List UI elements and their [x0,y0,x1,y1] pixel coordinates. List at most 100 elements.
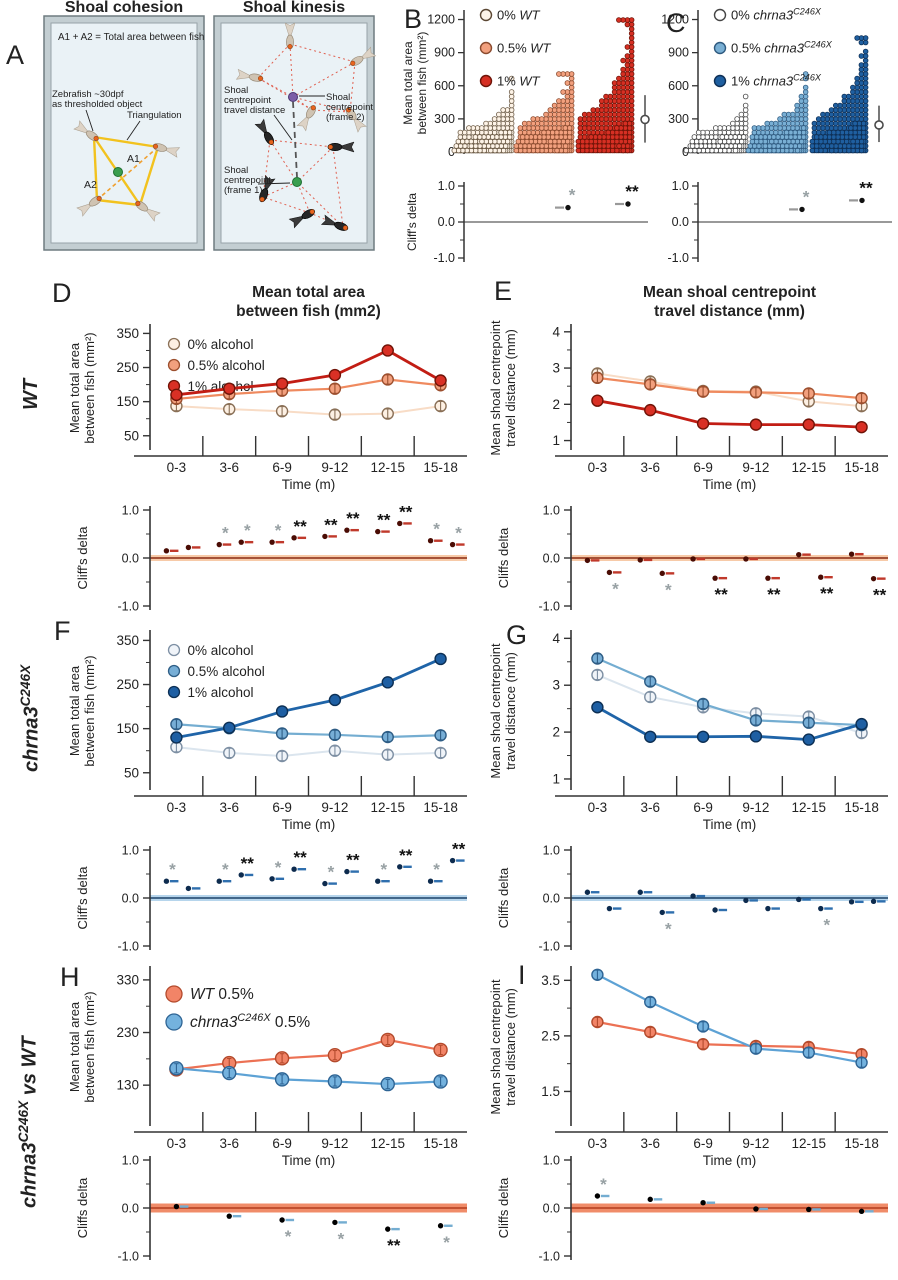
svg-text:chrna3C246X 0.5%: chrna3C246X 0.5% [190,1012,310,1031]
svg-text:Mean shoal centrepoint: Mean shoal centrepoint [488,320,503,456]
svg-text:9-12: 9-12 [321,460,348,475]
svg-text:Mean total area: Mean total area [67,1001,82,1092]
svg-text:0% WT: 0% WT [497,8,541,23]
svg-text:1% chrna3C246X: 1% chrna3C246X [731,73,822,89]
svg-text:**: ** [346,509,360,528]
svg-text:Zebrafish ~30dpf: Zebrafish ~30dpf [52,89,124,100]
panel-label-d: D [52,278,72,308]
chart-C_cliffs: 1.00.0-1.0* ** [667,178,892,265]
svg-text:9-12: 9-12 [321,1136,348,1151]
svg-text:1% WT: 1% WT [497,74,541,89]
svg-text:between fish (mm²): between fish (mm²) [82,655,97,766]
svg-text:1200: 1200 [661,13,689,27]
chart-F_main: 50 150 250 350 Mean total area between fish (… [67,630,467,832]
panel-g-cliffs-delta: 1.0 0.0 -1.0 Cliffs delta * * [476,834,896,966]
svg-text:*: * [803,187,810,206]
svg-text:*: * [222,860,229,879]
svg-text:350: 350 [116,633,139,648]
svg-text:Time (m): Time (m) [703,817,757,832]
svg-text:2: 2 [552,725,560,740]
svg-text:Mean total area: Mean total area [252,284,365,301]
panel-label-i: I [518,960,526,990]
svg-text:0.5% alcohol: 0.5% alcohol [188,358,265,373]
svg-text:3-6: 3-6 [219,800,239,815]
svg-text:12-15: 12-15 [370,460,405,475]
svg-text:600: 600 [668,79,689,93]
svg-text:Shoal kinesis: Shoal kinesis [243,0,345,16]
svg-text:Shoal cohesion: Shoal cohesion [65,0,183,16]
svg-text:3.5: 3.5 [541,973,560,988]
svg-text:*: * [380,860,387,879]
svg-text:0-3: 0-3 [588,800,608,815]
svg-text:6-9: 6-9 [693,800,713,815]
svg-text:1.5: 1.5 [541,1084,560,1099]
svg-text:15-18: 15-18 [423,1136,458,1151]
svg-text:Mean shoal centrepoint: Mean shoal centrepoint [488,643,503,779]
svg-text:Cliff's delta: Cliff's delta [405,193,419,251]
svg-text:0% alcohol: 0% alcohol [188,643,254,658]
svg-text:Time (m): Time (m) [282,1153,336,1168]
svg-text:6-9: 6-9 [272,800,292,815]
svg-text:-1.0: -1.0 [117,600,139,614]
svg-text:**: ** [399,502,413,521]
svg-text:1.0: 1.0 [438,179,455,193]
svg-text:350: 350 [116,326,139,341]
svg-text:travel distance (mm): travel distance (mm) [503,652,518,770]
svg-text:(frame 2): (frame 2) [326,112,365,123]
chart-B_swarm: 0 300 600 900 1200 Mean total area between fis… [401,8,650,159]
panel-label-f: F [54,616,71,646]
svg-text:between fish (mm²): between fish (mm²) [82,332,97,443]
svg-text:**: ** [293,517,307,536]
svg-text:2: 2 [552,397,560,412]
svg-text:4: 4 [552,631,560,646]
svg-text:300: 300 [668,112,689,126]
chart-G_main: 1 2 3 4 Mean shoal centrepoint travel distanc… [488,630,888,832]
svg-text:0.0: 0.0 [122,1202,139,1216]
svg-text:**: ** [346,851,360,870]
svg-text:1% alcohol: 1% alcohol [188,685,254,700]
svg-text:Cliffs delta: Cliffs delta [496,1177,511,1238]
svg-text:130: 130 [116,1078,139,1093]
svg-text:0.0: 0.0 [672,215,689,229]
svg-text:*: * [433,520,440,539]
svg-text:1: 1 [552,433,560,448]
svg-text:0-3: 0-3 [167,1136,187,1151]
svg-text:0.0: 0.0 [122,552,139,566]
panel-g-line-chart: 1 2 3 4 Mean shoal centrepoint travel distanc… [476,620,896,834]
svg-text:600: 600 [434,79,455,93]
svg-text:1200: 1200 [427,13,455,27]
svg-text:Shoal: Shoal [224,85,248,96]
svg-text:Time (m): Time (m) [282,817,336,832]
svg-text:**: ** [387,1236,401,1255]
svg-text:4: 4 [552,324,560,339]
svg-text:250: 250 [116,677,139,692]
svg-text:*: * [222,524,229,543]
row-label-wt: WT [20,378,42,410]
svg-text:0: 0 [448,145,455,159]
svg-text:9-12: 9-12 [321,800,348,815]
svg-text:9-12: 9-12 [742,1136,769,1151]
svg-text:150: 150 [116,721,139,736]
svg-text:6-9: 6-9 [693,460,713,475]
svg-text:0.5% chrna3C246X: 0.5% chrna3C246X [731,40,833,56]
panel-label-e: E [494,276,513,306]
svg-text:*: * [600,1175,607,1194]
chart-H_main: 130 230 330 Mean total area between fish (mm… [67,966,467,1168]
svg-text:between fish (mm²): between fish (mm²) [82,991,97,1102]
svg-text:(frame 1): (frame 1) [224,185,263,196]
svg-text:1.0: 1.0 [122,844,139,858]
panel-e-line-chart: 1 2 3 4 Mean shoal centrepoint travel distanc… [476,280,896,494]
svg-text:12-15: 12-15 [791,1136,826,1151]
svg-text:15-18: 15-18 [844,460,879,475]
chart-I_cliffs: 1.0 0.0 -1.0 Cliffs delta * [496,1154,888,1264]
panel-d-cliffs-delta: 1.0 0.0 -1.0 Cliff's delta * * ** ** * * ** ** ** * [55,494,475,626]
svg-text:12-15: 12-15 [370,1136,405,1151]
svg-text:*: * [443,1233,450,1252]
panel-i-cliffs-delta: 1.0 0.0 -1.0 Cliffs delta * [476,1144,896,1276]
chart-A-diagram: Shoal cohesion Shoal kinesis A1 + A2 = Tot… [43,0,377,251]
svg-text:Mean shoal centrepoint: Mean shoal centrepoint [643,284,816,301]
